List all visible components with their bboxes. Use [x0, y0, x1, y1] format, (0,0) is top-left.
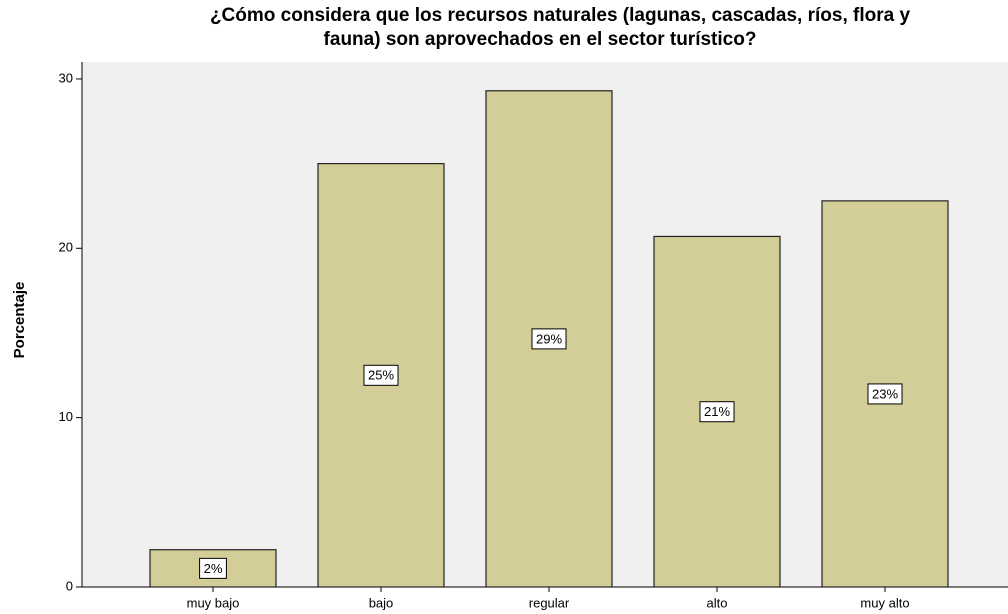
y-tick-label: 0: [66, 578, 73, 593]
value-label-box: [199, 557, 227, 579]
chart-title: ¿Cómo considera que los recursos natural…: [210, 5, 911, 26]
y-tick-label: 30: [59, 70, 73, 85]
x-tick-label: muy alto: [860, 595, 909, 610]
value-label: 25%: [368, 368, 394, 383]
value-label-box: [699, 401, 735, 423]
value-label-box: [363, 364, 399, 386]
value-label: 21%: [704, 404, 730, 419]
y-axis-label: Porcentaje: [11, 282, 28, 359]
value-label-box: [867, 383, 903, 405]
value-label: 23%: [872, 386, 898, 401]
y-tick-label: 20: [59, 240, 73, 255]
chart-title: fauna) son aprovechados en el sector tur…: [324, 29, 757, 50]
value-label: 2%: [204, 561, 223, 576]
y-tick-label: 10: [59, 409, 73, 424]
x-tick-label: muy bajo: [187, 595, 240, 610]
x-tick-label: bajo: [369, 595, 394, 610]
value-label-box: [531, 328, 567, 350]
x-tick-label: alto: [707, 595, 728, 610]
x-tick-label: regular: [529, 595, 570, 610]
value-label: 29%: [536, 331, 562, 346]
